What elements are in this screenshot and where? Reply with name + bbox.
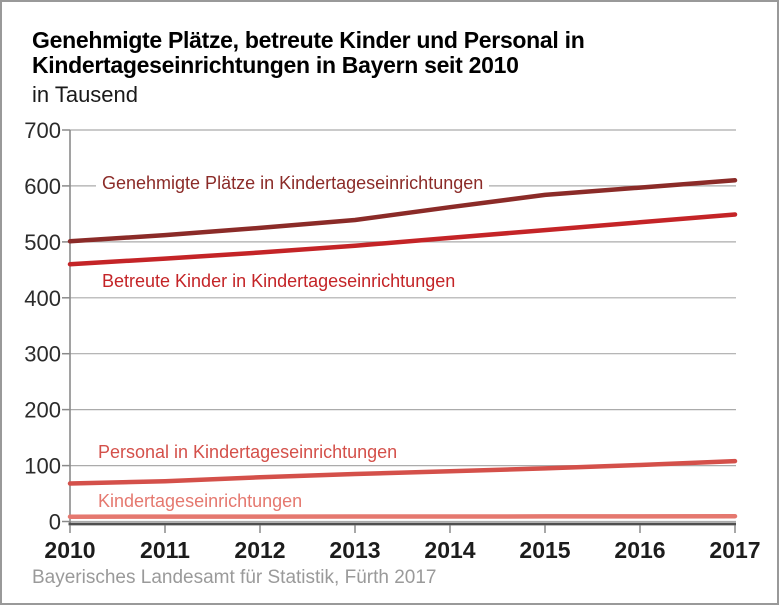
source-caption: Bayerisches Landesamt für Statistik, Für… [32, 567, 437, 588]
y-tick-label: 600 [24, 174, 61, 199]
series-line-0 [67, 178, 738, 244]
y-tick-label: 0 [49, 510, 61, 535]
x-tick-label: 2011 [140, 537, 190, 563]
title-line-2: Kindertageseinrichtungen in Bayern seit … [32, 52, 519, 78]
y-tick-label: 100 [24, 454, 61, 479]
y-tick-label: 300 [24, 342, 61, 367]
x-tick-label: 2014 [424, 537, 475, 563]
series-line-3 [67, 513, 738, 519]
y-tick-label: 200 [24, 398, 61, 423]
y-tick-label: 700 [24, 118, 61, 143]
chart-subtitle: in Tausend [32, 82, 139, 107]
y-tick-label: 400 [24, 286, 61, 311]
page-title: Genehmigte Plätze, betreute Kinder und P… [32, 28, 752, 78]
y-tick-label: 500 [24, 230, 61, 255]
series-line-2 [67, 458, 738, 486]
series-label-kindertageseinrichtungen: Kindertageseinrichtungen [92, 490, 309, 512]
series-label-betreute-kinder: Betreute Kinder in Kindertageseinrichtun… [96, 270, 462, 292]
x-tick-label: 2013 [329, 537, 380, 563]
x-tick-label: 2010 [44, 537, 95, 563]
x-tick-label: 2016 [614, 537, 665, 563]
x-tick-label: 2017 [709, 537, 760, 563]
x-tick-label: 2015 [519, 537, 570, 563]
series-line-1 [67, 212, 738, 267]
title-line-1: Genehmigte Plätze, betreute Kinder und P… [32, 27, 585, 53]
series-label-genehmigte-plaetze: Genehmigte Plätze in Kindertageseinricht… [96, 172, 490, 194]
series-label-personal: Personal in Kindertageseinrichtungen [92, 441, 404, 463]
x-tick-label: 2012 [234, 537, 285, 563]
